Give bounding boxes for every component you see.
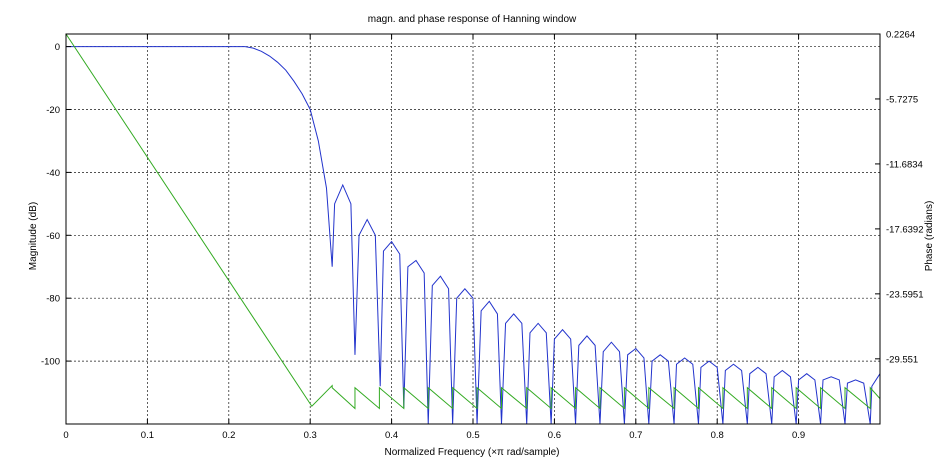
x-tick-label: 0.4 (385, 430, 398, 441)
y-tick-label-left: -20 (46, 105, 60, 116)
magnitude-series-line (66, 46, 880, 424)
x-tick-label: 0.9 (792, 430, 805, 441)
y-axis-label-right: Phase (radians) (924, 201, 935, 272)
y-tick-label-right: -29.551 (886, 354, 918, 365)
grid-lines (66, 34, 880, 424)
x-tick-label: 0.1 (141, 430, 154, 441)
x-tick-label: 0.7 (629, 430, 642, 441)
x-tick-label: 0.2 (222, 430, 235, 441)
x-tick-label: 0.6 (548, 430, 561, 441)
series-layer (66, 34, 880, 424)
y-tick-label-right: 0.2264 (886, 30, 915, 41)
y-tick-label-right: -5.7275 (886, 94, 918, 105)
y-tick-label-right: -23.5951 (886, 289, 924, 300)
y-axis-label-left: Magnitude (dB) (28, 202, 39, 270)
y-tick-label-left: -40 (46, 168, 60, 179)
y-tick-label-right: -11.6834 (886, 159, 923, 170)
y-tick-label-left: 0 (55, 42, 60, 53)
x-axis-label: Normalized Frequency (×π rad/sample) (384, 447, 559, 458)
phase-series-line (66, 34, 880, 410)
x-tick-label: 0.5 (466, 430, 479, 441)
x-tick-label: 0.3 (304, 430, 317, 441)
y-tick-label-left: -80 (46, 294, 60, 305)
y-tick-label-right: -17.6392 (886, 224, 924, 235)
y-tick-label-left: -100 (41, 357, 60, 368)
axis-ticks: 0 0.1 0.2 0.3 0.4 0.5 0.6 0.7 0.8 0.9 0 -20 -40 -60 -8… (41, 30, 924, 442)
y-tick-label-left: -60 (46, 231, 60, 242)
plot-frame (65, 33, 881, 425)
x-tick-label: 0 (63, 430, 68, 441)
x-tick-label: 0.8 (711, 430, 724, 441)
chart-title: magn. and phase response of Hanning wind… (368, 14, 577, 25)
